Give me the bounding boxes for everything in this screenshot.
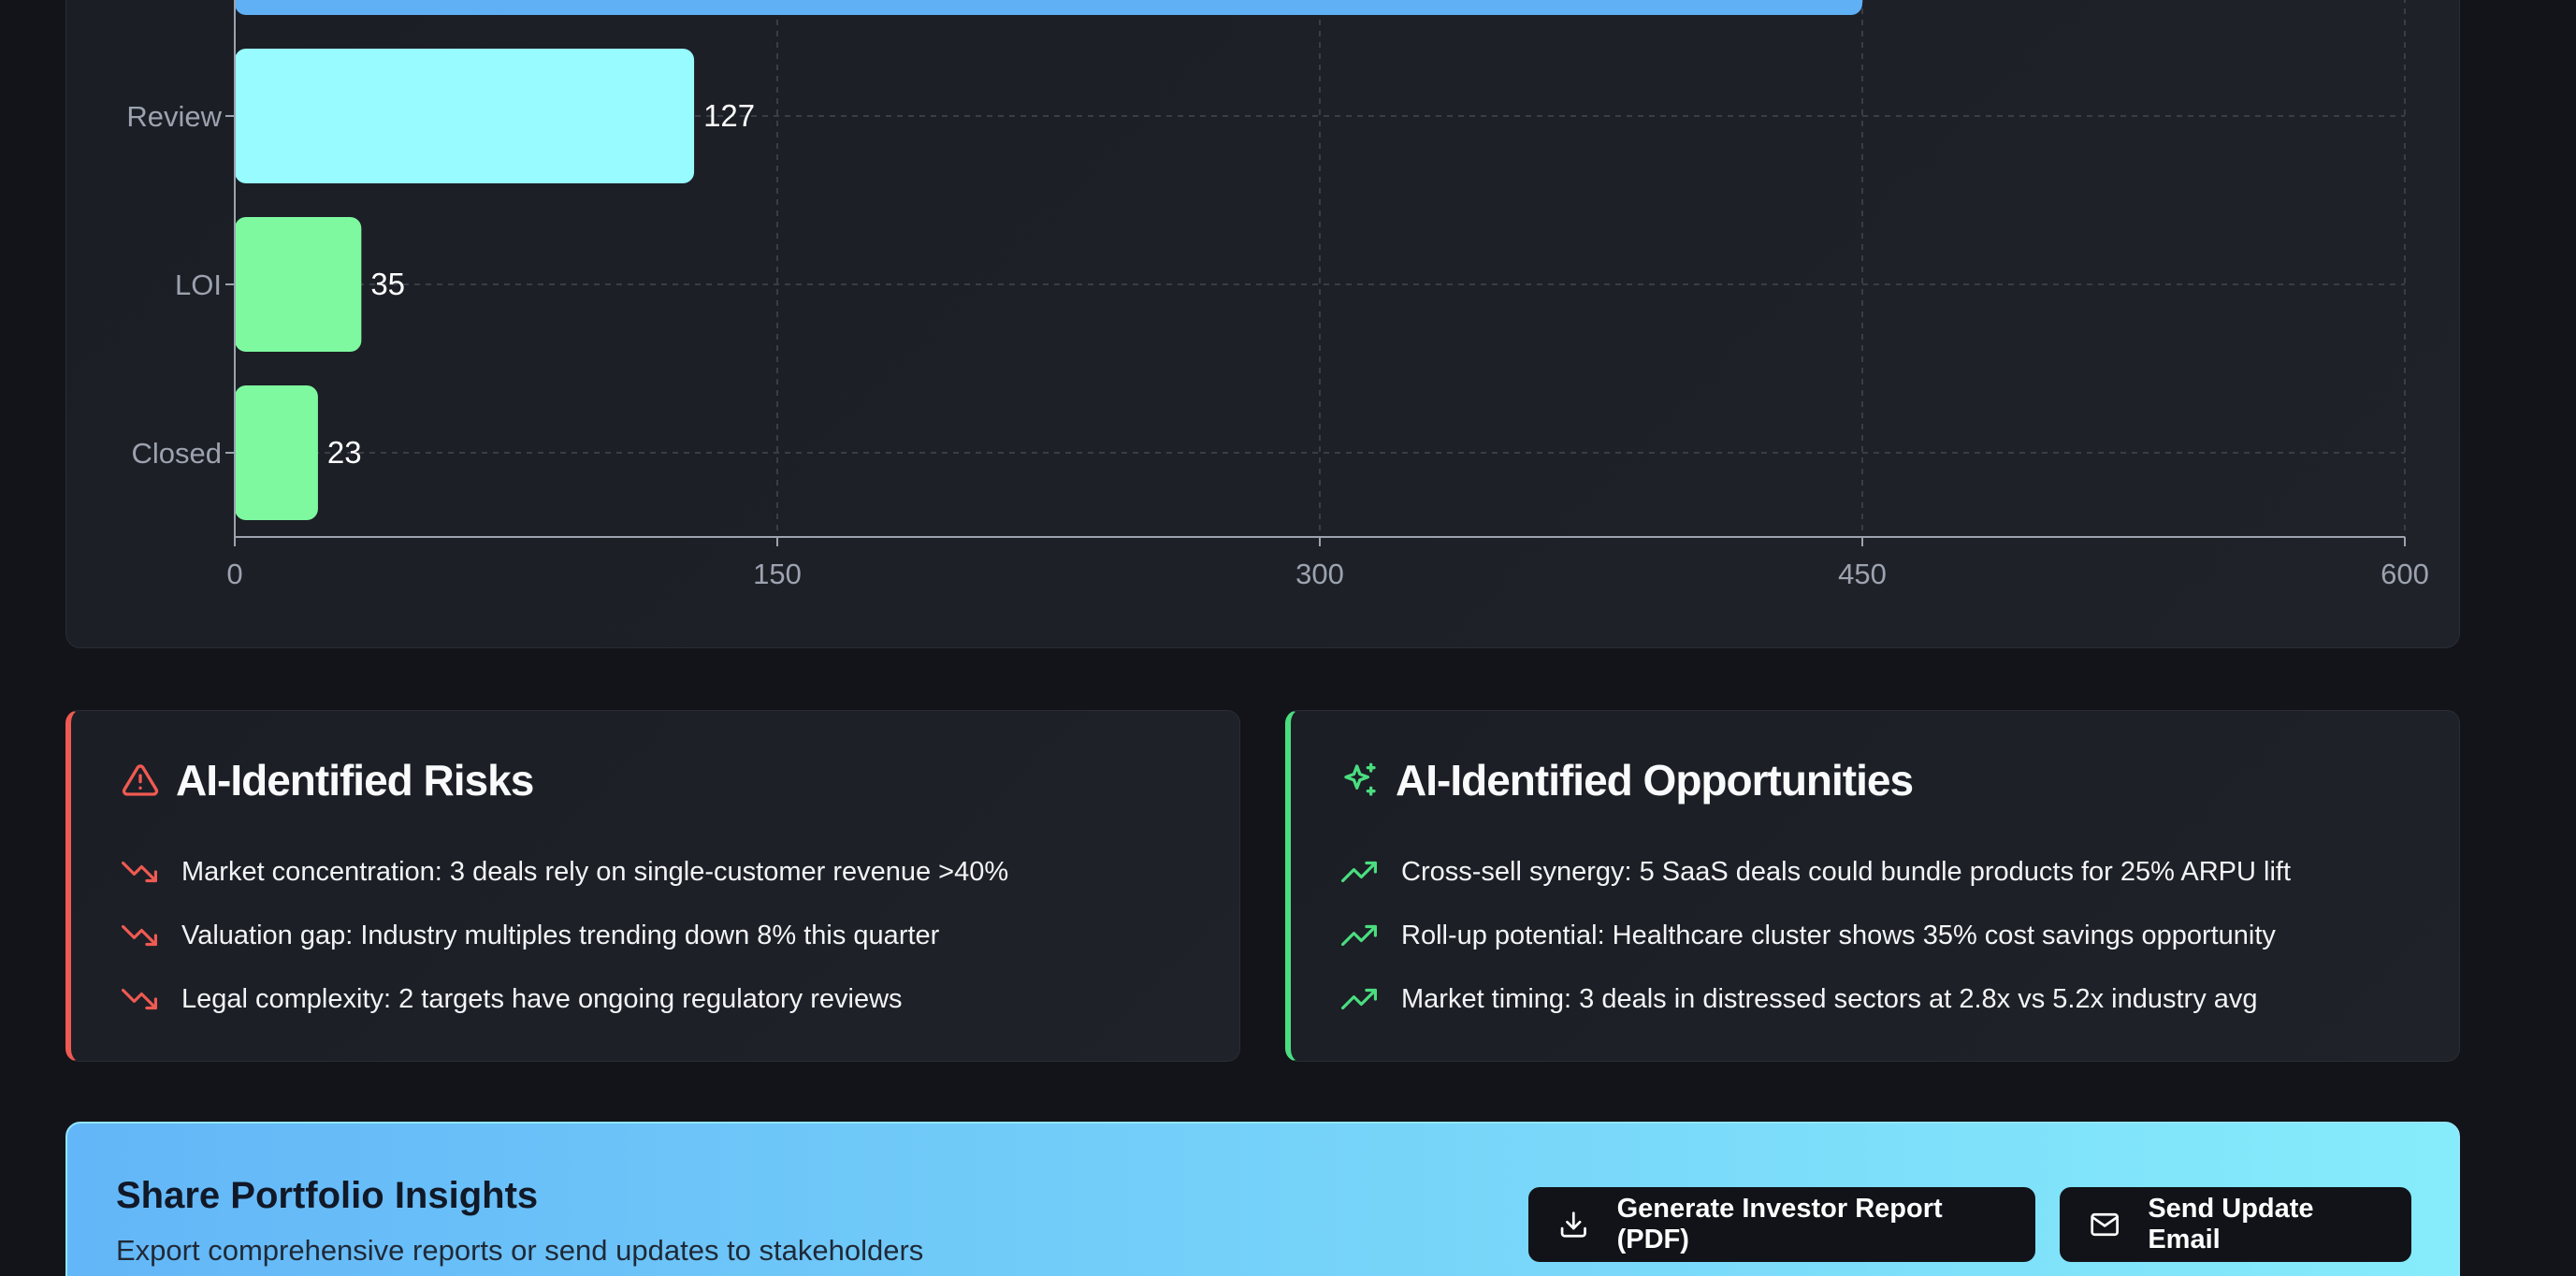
- category-label: Review: [126, 100, 222, 133]
- opportunities-list: Cross-sell synergy: 5 SaaS deals could b…: [1341, 840, 2459, 1031]
- opportunities-card: AI-Identified Opportunities Cross-sell s…: [1285, 710, 2460, 1062]
- trending-up-icon: [1341, 924, 1377, 947]
- risks-title-text: AI-Identified Risks: [176, 756, 534, 805]
- send-email-button[interactable]: Send Update Email: [2060, 1187, 2411, 1262]
- trending-down-icon: [122, 924, 157, 947]
- risk-item: Market concentration: 3 deals rely on si…: [122, 840, 1239, 904]
- risks-card: AI-Identified Risks Market concentration…: [65, 710, 1240, 1062]
- opportunity-item: Roll-up potential: Healthcare cluster sh…: [1341, 904, 2459, 967]
- opportunities-title: AI-Identified Opportunities: [1341, 752, 2459, 808]
- mail-icon: [2091, 1212, 2119, 1237]
- opportunity-item: Cross-sell synergy: 5 SaaS deals could b…: [1341, 840, 2459, 904]
- bar-review: [235, 49, 695, 183]
- sparkles-icon: [1344, 762, 1376, 796]
- pipeline-chart-card: 127 Review 35 LOI 23 Closed 0 150 300 450 600: [65, 0, 2460, 648]
- trending-down-icon: [122, 988, 157, 1010]
- share-insights-banner: Share Portfolio Insights Export comprehe…: [65, 1122, 2460, 1276]
- opportunity-item-text: Cross-sell synergy: 5 SaaS deals could b…: [1401, 856, 2292, 887]
- send-email-label: Send Update Email: [2148, 1194, 2314, 1254]
- bar-value-label: 127: [703, 98, 755, 133]
- trending-up-icon: [1341, 988, 1377, 1010]
- x-tick-label: 600: [2381, 558, 2429, 590]
- trending-up-icon: [1341, 861, 1377, 883]
- pipeline-bar-chart: 127 Review 35 LOI 23 Closed 0 150 300 450 600: [126, 0, 2429, 590]
- trending-down-icon: [122, 861, 157, 883]
- category-label: Closed: [132, 437, 223, 470]
- risk-item-text: Valuation gap: Industry multiples trendi…: [181, 920, 940, 950]
- alert-triangle-icon: [122, 764, 159, 796]
- generate-report-label: Generate Investor Report (PDF): [1616, 1194, 1943, 1254]
- x-tick-label: 0: [226, 558, 242, 590]
- generate-report-button[interactable]: Generate Investor Report (PDF): [1528, 1187, 2035, 1262]
- risk-item: Valuation gap: Industry multiples trendi…: [122, 904, 1239, 967]
- opportunity-item-text: Market timing: 3 deals in distressed sec…: [1401, 983, 2258, 1014]
- bar-closed: [235, 385, 318, 520]
- bar-top-partial: [235, 0, 1862, 15]
- x-tick-label: 450: [1838, 558, 1887, 590]
- risks-title: AI-Identified Risks: [122, 752, 1239, 808]
- risk-item: Legal complexity: 2 targets have ongoing…: [122, 967, 1239, 1031]
- share-title: Share Portfolio Insights: [116, 1175, 539, 1216]
- risk-item-text: Legal complexity: 2 targets have ongoing…: [181, 983, 903, 1014]
- bar-value-label: 23: [327, 435, 362, 470]
- x-tick-label: 300: [1295, 558, 1344, 590]
- risk-item-text: Market concentration: 3 deals rely on si…: [181, 856, 1009, 887]
- opportunity-item: Market timing: 3 deals in distressed sec…: [1341, 967, 2459, 1031]
- bar-loi: [235, 217, 362, 352]
- bar-value-label: 35: [370, 267, 405, 301]
- opportunities-title-text: AI-Identified Opportunities: [1396, 756, 1914, 805]
- share-subtitle: Export comprehensive reports or send upd…: [116, 1234, 924, 1267]
- x-tick-label: 150: [753, 558, 802, 590]
- opportunity-item-text: Roll-up potential: Healthcare cluster sh…: [1401, 920, 2276, 950]
- risks-list: Market concentration: 3 deals rely on si…: [122, 840, 1239, 1031]
- download-icon: [1560, 1211, 1586, 1238]
- category-label: LOI: [175, 268, 222, 301]
